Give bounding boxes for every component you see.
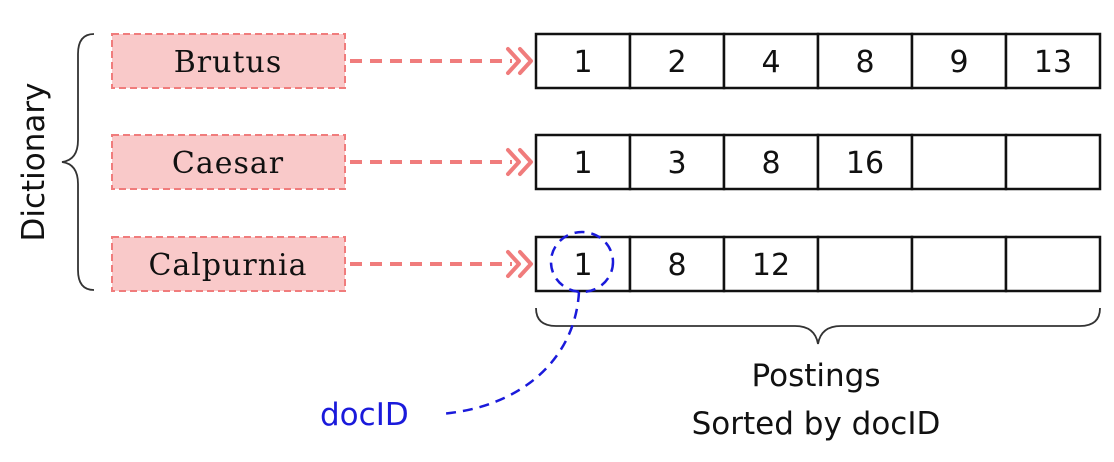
posting-cell — [816, 235, 914, 293]
arrow-head — [506, 148, 521, 176]
term-box — [111, 236, 346, 292]
term-box — [111, 33, 346, 89]
postings-label: Postings — [752, 358, 881, 394]
posting-cell — [1004, 133, 1102, 191]
posting-value: 1 — [573, 146, 592, 181]
posting-value: 16 — [846, 146, 884, 181]
term-label: Calpurnia — [148, 248, 307, 283]
posting-value: 2 — [667, 45, 686, 80]
posting-cell — [910, 32, 1008, 90]
posting-value: 1 — [573, 248, 592, 283]
arrow-head — [506, 250, 521, 278]
posting-cell — [628, 133, 726, 191]
term-row-brutus: Brutus 1 2 4 8 9 13 — [111, 32, 1102, 90]
posting-value: 1 — [573, 45, 592, 80]
docid-connector — [439, 291, 581, 416]
arrow-head — [506, 47, 521, 75]
posting-cell — [1004, 32, 1102, 90]
posting-value: 4 — [761, 45, 780, 80]
term-label: Caesar — [172, 146, 284, 181]
posting-cell — [722, 235, 820, 293]
posting-value: 13 — [1034, 45, 1072, 80]
posting-value: 9 — [949, 45, 968, 80]
term-row-calpurnia: Calpurnia 1 8 12 — [111, 235, 1102, 293]
term-label: Brutus — [174, 45, 282, 80]
term-row-caesar: Caesar 1 3 8 16 — [111, 133, 1102, 191]
posting-cell — [816, 133, 914, 191]
arrow-head — [518, 148, 533, 176]
posting-cell — [1004, 235, 1102, 293]
posting-value: 8 — [667, 248, 686, 283]
posting-cell — [534, 133, 632, 191]
posting-cell — [910, 235, 1008, 293]
posting-cell — [816, 32, 914, 90]
sorted-by-docid-label: Sorted by docID — [692, 406, 941, 442]
postings-brace — [535, 307, 1101, 345]
dictionary-label: Dictionary — [16, 83, 52, 242]
posting-value: 3 — [667, 146, 686, 181]
arrow-head — [518, 47, 533, 75]
posting-value: 8 — [855, 45, 874, 80]
posting-cell — [910, 133, 1008, 191]
docid-label: docID — [320, 397, 409, 433]
term-box — [111, 134, 346, 190]
posting-cell — [534, 32, 632, 90]
docid-circle — [549, 230, 615, 294]
posting-cell — [628, 32, 726, 90]
posting-value: 8 — [761, 146, 780, 181]
dictionary-brace — [61, 33, 95, 291]
arrow-head — [518, 250, 533, 278]
posting-value: 12 — [752, 248, 790, 283]
